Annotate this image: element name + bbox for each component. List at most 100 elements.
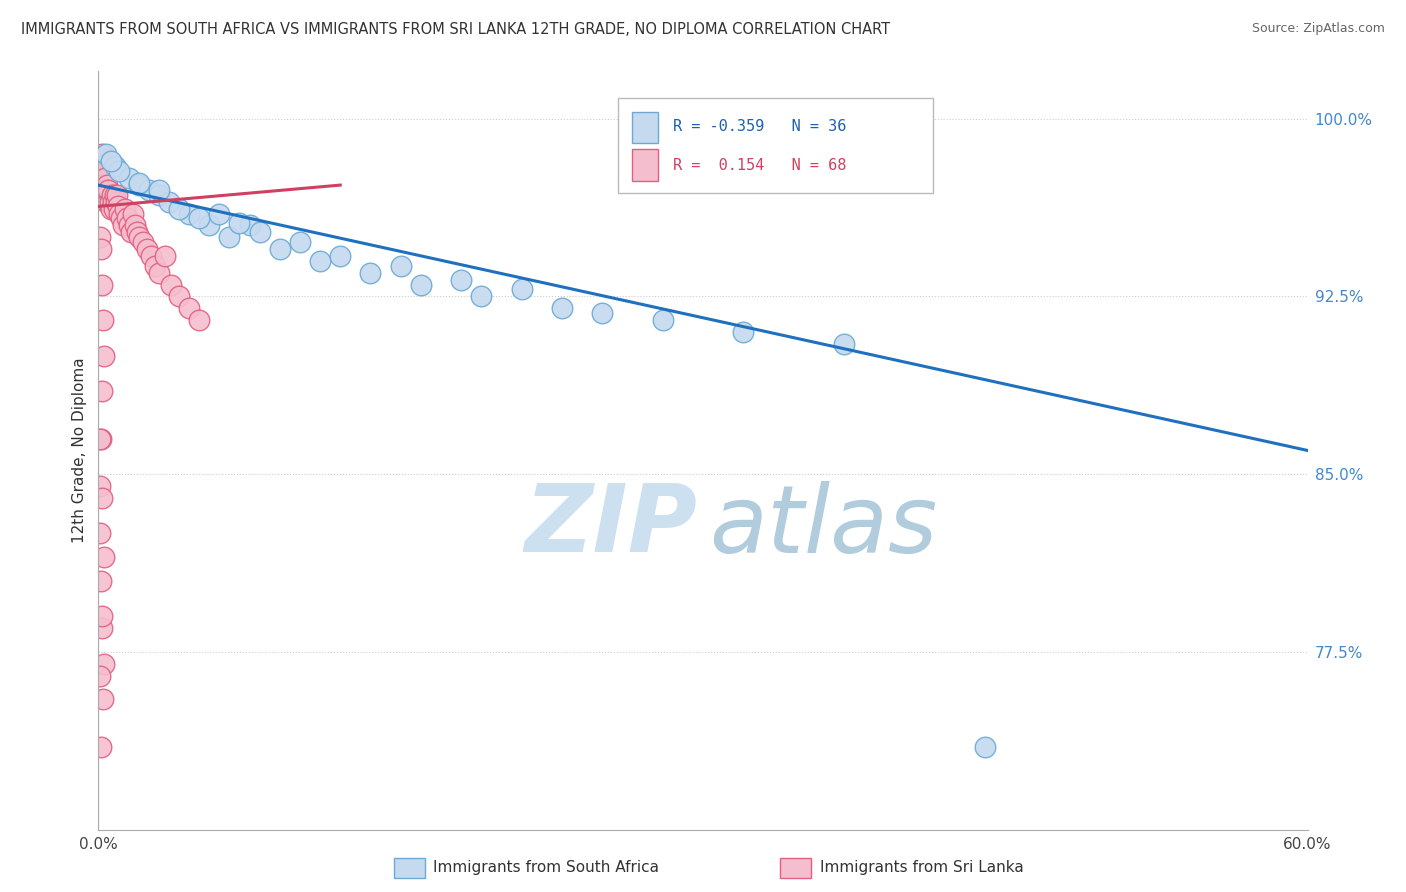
Point [90,432,112,446]
Point [90,159,112,173]
Point [91,609,114,624]
Point [93,178,115,192]
Point [93,313,115,327]
Point [101,194,124,209]
Point [218,230,240,244]
Point [90,574,112,588]
Point [269,242,291,256]
Point [360,266,382,280]
Point [100,187,122,202]
Point [120,226,142,240]
Point [91,384,114,399]
Point [118,171,141,186]
Point [89,668,111,682]
Point [118,219,141,233]
Point [89,164,111,178]
Point [93,183,115,197]
Point [139,249,162,263]
Point [90,171,112,186]
Point [179,301,201,316]
Point [93,657,115,671]
Text: Immigrants from Sri Lanka: Immigrants from Sri Lanka [820,861,1024,875]
Point [89,154,111,169]
Point [91,621,114,635]
Point [94,171,117,186]
Text: R = -0.359   N = 36: R = -0.359 N = 36 [673,120,846,134]
Point [124,219,146,233]
Point [228,216,250,230]
Point [409,277,432,292]
Point [96,147,118,161]
Point [167,202,190,216]
Text: IMMIGRANTS FROM SOUTH AFRICA VS IMMIGRANTS FROM SRI LANKA 12TH GRADE, NO DIPLOMA: IMMIGRANTS FROM SOUTH AFRICA VS IMMIGRAN… [21,22,890,37]
Point [104,194,127,209]
Point [208,206,231,220]
Point [188,313,211,327]
Point [103,202,125,216]
Point [148,183,170,197]
Point [121,206,143,220]
Point [249,226,271,240]
Point [974,739,997,754]
Point [832,336,855,351]
Point [107,199,129,213]
Point [198,219,221,233]
Point [103,187,125,202]
Point [329,249,352,263]
Point [179,206,201,220]
Point [135,242,157,256]
Text: atlas: atlas [709,481,938,572]
Point [157,194,180,209]
Point [89,432,111,446]
Point [91,277,114,292]
Point [93,692,115,706]
Point [114,202,136,216]
Point [94,183,117,197]
Point [94,187,117,202]
Point [128,230,150,244]
Point [128,176,150,190]
Point [110,211,132,226]
Text: Source: ZipAtlas.com: Source: ZipAtlas.com [1251,22,1385,36]
Point [138,183,160,197]
Point [91,491,114,505]
Point [143,259,166,273]
Point [89,171,111,186]
Point [89,230,111,244]
Point [470,289,492,303]
Y-axis label: 12th Grade, No Diploma: 12th Grade, No Diploma [72,358,87,543]
Point [148,187,170,202]
Point [90,242,112,256]
Point [96,187,118,202]
Point [91,176,114,190]
Point [309,253,332,268]
Point [91,183,114,197]
Point [97,183,120,197]
Text: ZIP: ZIP [524,480,697,573]
Point [90,739,112,754]
Point [111,219,134,233]
Point [389,259,412,273]
Point [93,164,115,178]
Point [510,282,533,296]
Point [89,526,111,541]
Point [153,249,176,263]
Point [96,178,118,192]
Point [450,273,472,287]
Point [167,289,190,303]
Point [188,211,211,226]
Text: Immigrants from South Africa: Immigrants from South Africa [433,861,659,875]
Point [91,147,114,161]
Point [591,306,613,320]
Point [105,187,128,202]
Point [239,219,262,233]
Point [651,313,673,327]
Point [733,325,755,339]
Point [93,550,115,565]
Point [148,266,170,280]
Text: R =  0.154   N = 68: R = 0.154 N = 68 [673,158,846,173]
Point [93,349,115,363]
Point [89,479,111,493]
Point [160,277,183,292]
Point [103,159,125,173]
